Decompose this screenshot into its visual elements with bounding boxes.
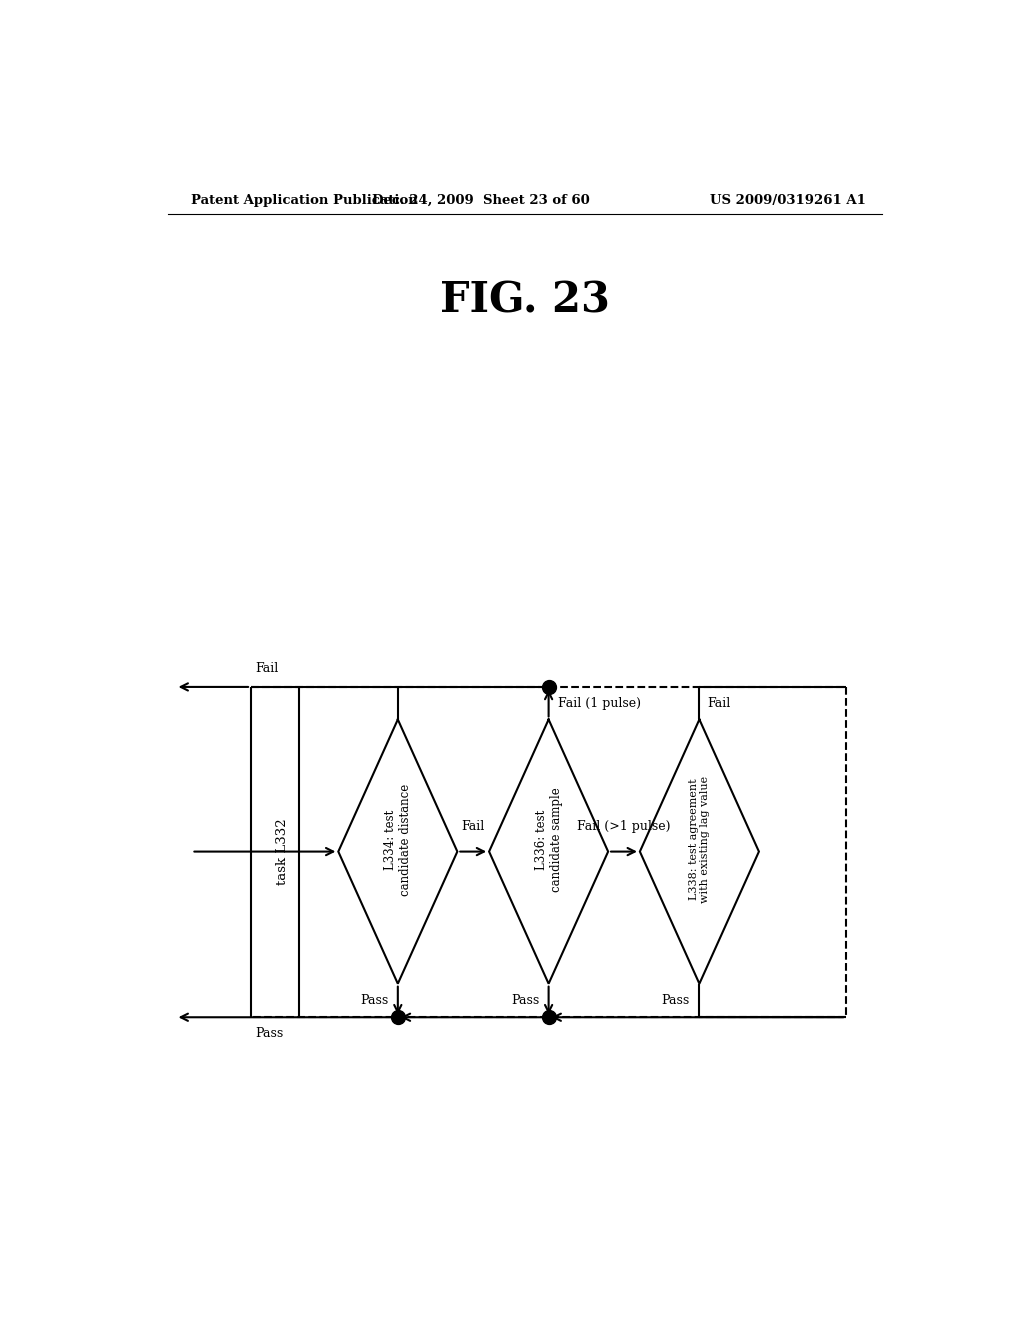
Text: Pass: Pass <box>255 1027 284 1040</box>
Text: Pass: Pass <box>511 994 539 1007</box>
Text: Fail: Fail <box>462 820 484 833</box>
Text: task L332: task L332 <box>276 818 289 886</box>
Text: FIG. 23: FIG. 23 <box>440 280 609 322</box>
Text: Fail: Fail <box>255 661 279 675</box>
Text: L336: test
candidate sample: L336: test candidate sample <box>535 787 562 892</box>
Text: Fail (1 pulse): Fail (1 pulse) <box>558 697 641 710</box>
Text: US 2009/0319261 A1: US 2009/0319261 A1 <box>711 194 866 206</box>
Text: Fail (>1 pulse): Fail (>1 pulse) <box>578 820 671 833</box>
Text: Fail: Fail <box>708 697 730 710</box>
Text: L338: test agreement
with existing lag value: L338: test agreement with existing lag v… <box>688 776 711 903</box>
Text: Pass: Pass <box>662 994 690 1007</box>
Text: L334: test
candidate distance: L334: test candidate distance <box>384 783 412 895</box>
Text: Patent Application Publication: Patent Application Publication <box>191 194 418 206</box>
Text: Pass: Pass <box>360 994 388 1007</box>
Text: Dec. 24, 2009  Sheet 23 of 60: Dec. 24, 2009 Sheet 23 of 60 <box>373 194 590 206</box>
